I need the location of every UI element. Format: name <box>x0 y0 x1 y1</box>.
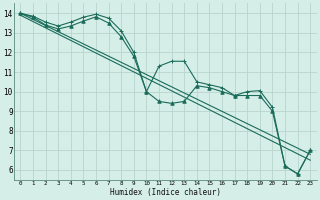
X-axis label: Humidex (Indice chaleur): Humidex (Indice chaleur) <box>110 188 221 197</box>
